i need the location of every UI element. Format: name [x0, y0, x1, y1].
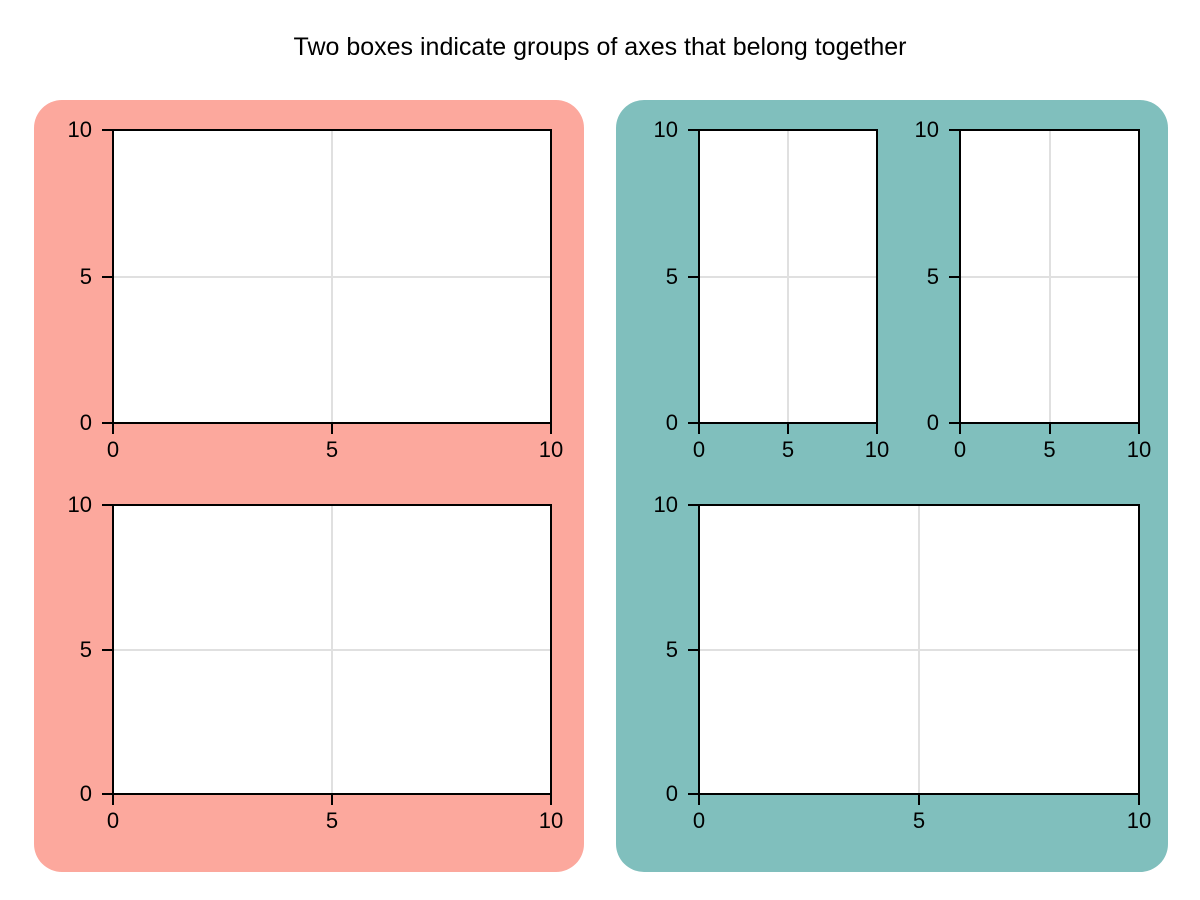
- x-tick-label: 10: [1126, 437, 1152, 462]
- x-tick-label: 5: [1043, 437, 1056, 462]
- y-tick-label: 0: [665, 410, 678, 435]
- y-tick-label: 10: [653, 492, 678, 517]
- figure-title: Two boxes indicate groups of axes that b…: [293, 33, 907, 61]
- y-tick: [688, 648, 698, 651]
- y-tick-label: 5: [926, 263, 939, 289]
- x-tick-label: 0: [953, 437, 967, 462]
- x-tick: [959, 424, 961, 434]
- y-tick-label: 0: [665, 781, 678, 806]
- x-tick: [918, 795, 920, 805]
- x-tick-label: 5: [325, 808, 339, 833]
- x-tick-label: 0: [106, 437, 120, 462]
- y-tick: [102, 275, 112, 278]
- x-tick-label: 5: [325, 437, 339, 462]
- x-tick: [787, 424, 789, 434]
- x-tick: [550, 795, 552, 805]
- y-tick-label: 5: [665, 263, 678, 289]
- y-gridline: [114, 275, 550, 278]
- y-tick-label: 0: [926, 410, 939, 435]
- y-tick: [102, 648, 112, 651]
- x-tick: [876, 424, 878, 434]
- x-tick: [112, 424, 114, 434]
- x-tick-label: 0: [106, 808, 120, 833]
- x-tick: [698, 795, 700, 805]
- x-tick: [550, 424, 552, 434]
- x-tick: [331, 424, 333, 434]
- y-tick: [688, 793, 698, 795]
- x-tick-label: 5: [781, 437, 795, 462]
- axis-ax5-plot-area: [698, 504, 1140, 795]
- y-tick: [102, 793, 112, 795]
- y-gridline: [114, 648, 550, 651]
- axis-ax2-plot-area: [112, 504, 552, 795]
- y-tick-label: 0: [79, 410, 92, 435]
- y-tick: [102, 422, 112, 424]
- y-tick: [688, 422, 698, 424]
- y-gridline: [700, 648, 1138, 651]
- y-tick-label: 0: [79, 781, 92, 806]
- y-gridline: [961, 275, 1138, 278]
- y-tick: [102, 129, 112, 131]
- y-tick: [688, 504, 698, 506]
- axis-ax1-plot-area: [112, 129, 552, 424]
- y-tick: [949, 422, 959, 424]
- axis-ax3-plot-area: [698, 129, 878, 424]
- x-tick: [112, 795, 114, 805]
- x-tick: [331, 795, 333, 805]
- y-tick: [949, 275, 959, 278]
- y-tick: [688, 129, 698, 131]
- y-tick-label: 5: [79, 636, 92, 662]
- y-tick: [688, 275, 698, 278]
- x-tick: [698, 424, 700, 434]
- x-tick-label: 10: [864, 437, 890, 462]
- x-tick-label: 10: [1126, 808, 1152, 833]
- y-gridline: [700, 275, 876, 278]
- x-tick: [1138, 795, 1140, 805]
- x-tick-label: 10: [538, 808, 564, 833]
- y-tick-label: 10: [653, 117, 678, 142]
- x-tick-label: 5: [912, 808, 926, 833]
- y-tick-label: 5: [665, 636, 678, 662]
- x-tick-label: 0: [692, 437, 706, 462]
- x-tick: [1048, 424, 1051, 434]
- y-tick-label: 10: [914, 117, 939, 142]
- x-tick-label: 10: [538, 437, 564, 462]
- x-tick-label: 0: [692, 808, 706, 833]
- y-tick-label: 10: [67, 117, 92, 142]
- y-tick-label: 5: [79, 263, 92, 289]
- y-tick-label: 10: [67, 492, 92, 517]
- axis-ax4-plot-area: [959, 129, 1140, 424]
- x-tick: [1138, 424, 1140, 434]
- y-tick: [102, 504, 112, 506]
- y-tick: [949, 129, 959, 131]
